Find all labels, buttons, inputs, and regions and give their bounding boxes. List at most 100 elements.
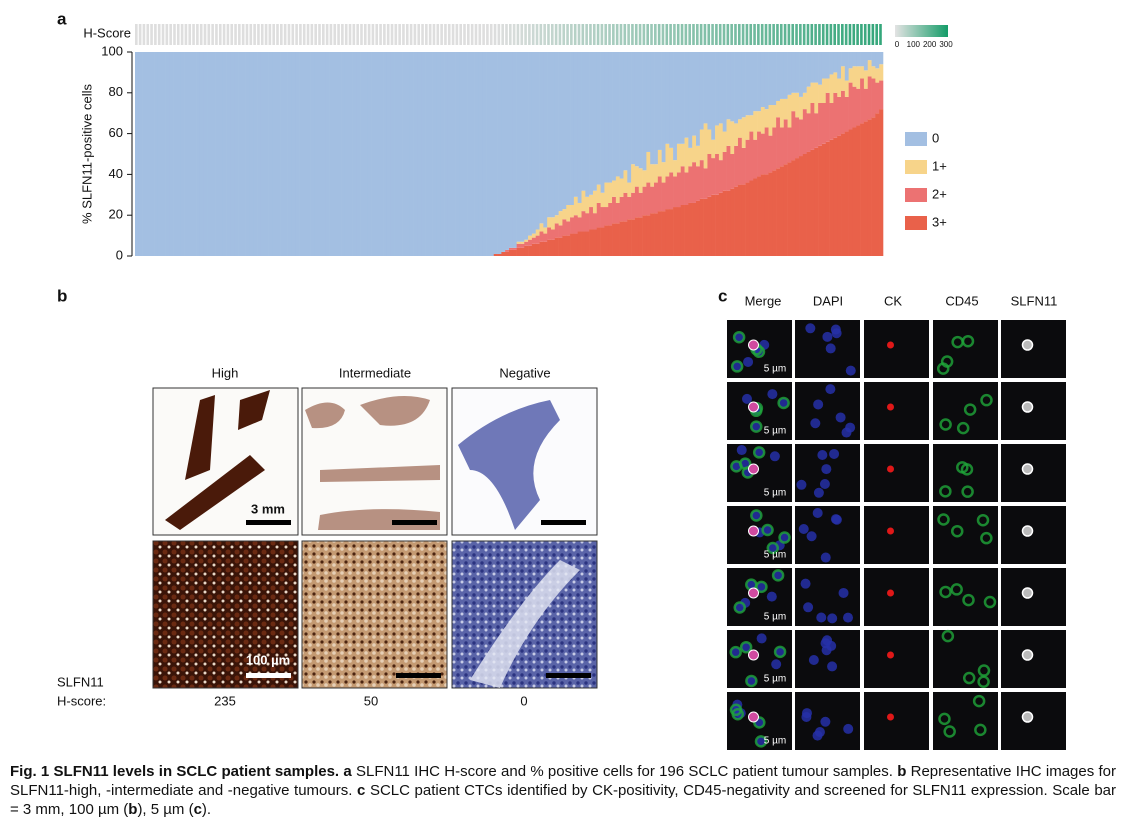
heatmap-cell xyxy=(711,24,714,45)
bar-segment xyxy=(165,52,170,256)
heatmap-cell xyxy=(612,24,615,45)
heatmap-cell xyxy=(570,24,573,45)
bar-segment xyxy=(207,52,212,256)
ctc xyxy=(748,463,759,475)
heatmap-cell xyxy=(505,24,508,45)
bar-segment xyxy=(707,196,712,256)
bar-segment xyxy=(596,202,601,228)
bar-segment xyxy=(459,52,464,256)
cd45-cell xyxy=(977,664,991,677)
bar-segment xyxy=(703,52,708,124)
heatmap-tick-label: 300 xyxy=(939,40,953,49)
bar-segment xyxy=(749,131,754,181)
bar-segment xyxy=(516,241,521,244)
score: 0 xyxy=(520,693,527,708)
bar-segment xyxy=(657,176,662,212)
bar-segment xyxy=(818,84,823,103)
cd45-cell xyxy=(974,723,987,737)
heatmap-cell xyxy=(455,24,459,45)
heatmap-cell xyxy=(745,24,749,45)
bar-segment xyxy=(669,209,674,256)
ck-signal xyxy=(887,527,894,535)
scale-label: 5 µm xyxy=(764,550,786,561)
heatmap-cell xyxy=(833,24,837,45)
bar-segment xyxy=(474,52,479,256)
nucleus xyxy=(813,399,824,410)
bar-segment xyxy=(711,194,716,256)
ctc-grid: 5 µm 5 µm 5 µm 5 µm 5 µm 5 µm 5 µm xyxy=(727,320,1066,750)
bar-segment xyxy=(665,209,670,256)
heatmap-cell xyxy=(379,24,382,45)
bar-segment xyxy=(280,52,285,256)
bar-segment xyxy=(795,52,800,93)
bar-segment xyxy=(833,92,838,138)
heatmap-tick-label: 100 xyxy=(907,40,921,49)
bar-segment xyxy=(539,223,544,232)
heatmap-cell xyxy=(176,24,180,45)
bar-segment xyxy=(707,154,712,197)
bar-segment xyxy=(302,52,308,256)
bar-segment xyxy=(661,162,666,183)
bar-segment xyxy=(531,243,537,256)
heatmap-cell xyxy=(360,24,363,45)
heatmap-cell xyxy=(634,24,638,45)
heatmap-scale xyxy=(895,25,948,37)
heatmap-cell xyxy=(257,24,260,45)
scale-label: 5 µm xyxy=(764,426,786,437)
nucleus xyxy=(775,646,786,657)
bar-segment xyxy=(516,247,521,256)
heatmap-cell xyxy=(787,24,791,45)
nucleus xyxy=(746,675,757,686)
bar-segment xyxy=(547,239,552,256)
bar-segment xyxy=(230,52,235,256)
column-label: Merge xyxy=(745,293,782,308)
bar-segment xyxy=(417,52,422,256)
ihc-image xyxy=(152,540,299,689)
heatmap-cell xyxy=(772,24,775,45)
bar-segment xyxy=(657,52,662,150)
bar-segment xyxy=(570,52,575,205)
bar-segment xyxy=(650,186,655,214)
bar-segment xyxy=(699,52,704,130)
bar-segment xyxy=(299,52,304,256)
heatmap-cell xyxy=(650,24,653,45)
caption-text: ). xyxy=(201,801,212,818)
bar-segment xyxy=(722,190,727,256)
bar-segment xyxy=(528,239,533,246)
slfn11-signal xyxy=(1021,587,1034,599)
ctc xyxy=(748,525,759,537)
heatmap-cell xyxy=(459,24,463,45)
heatmap-cell xyxy=(699,24,703,45)
bar-segment xyxy=(291,52,296,256)
scale-label: 3 mm xyxy=(251,501,285,516)
bar-segment xyxy=(699,160,704,199)
bar-segment xyxy=(241,52,246,256)
bar-segment xyxy=(524,241,529,246)
bar-segment xyxy=(562,219,567,236)
bar-segment xyxy=(386,52,391,256)
bar-segment xyxy=(741,52,746,118)
bar-segment xyxy=(665,176,670,210)
heatmap-cell xyxy=(135,24,138,45)
nucleus xyxy=(825,343,836,354)
heatmap-cell xyxy=(218,24,222,45)
bar-segment xyxy=(757,176,762,256)
bar-segment xyxy=(585,196,590,214)
cd45-cell xyxy=(941,629,955,643)
ctc-image xyxy=(864,506,929,564)
bar-segment xyxy=(627,219,632,256)
bar-segment xyxy=(779,98,785,128)
bar-segment xyxy=(211,52,216,256)
heatmap-cell xyxy=(302,24,306,45)
bar-segment xyxy=(413,52,418,256)
bar-segment xyxy=(688,52,693,148)
bar-segment xyxy=(841,90,846,134)
bar-segment xyxy=(428,52,433,256)
cd45-cell xyxy=(777,396,790,410)
heatmap-cell xyxy=(768,24,772,45)
bar-segment xyxy=(592,52,598,191)
bar-segment xyxy=(753,111,758,140)
bar-segment xyxy=(135,52,140,256)
bar-segment xyxy=(688,202,693,256)
